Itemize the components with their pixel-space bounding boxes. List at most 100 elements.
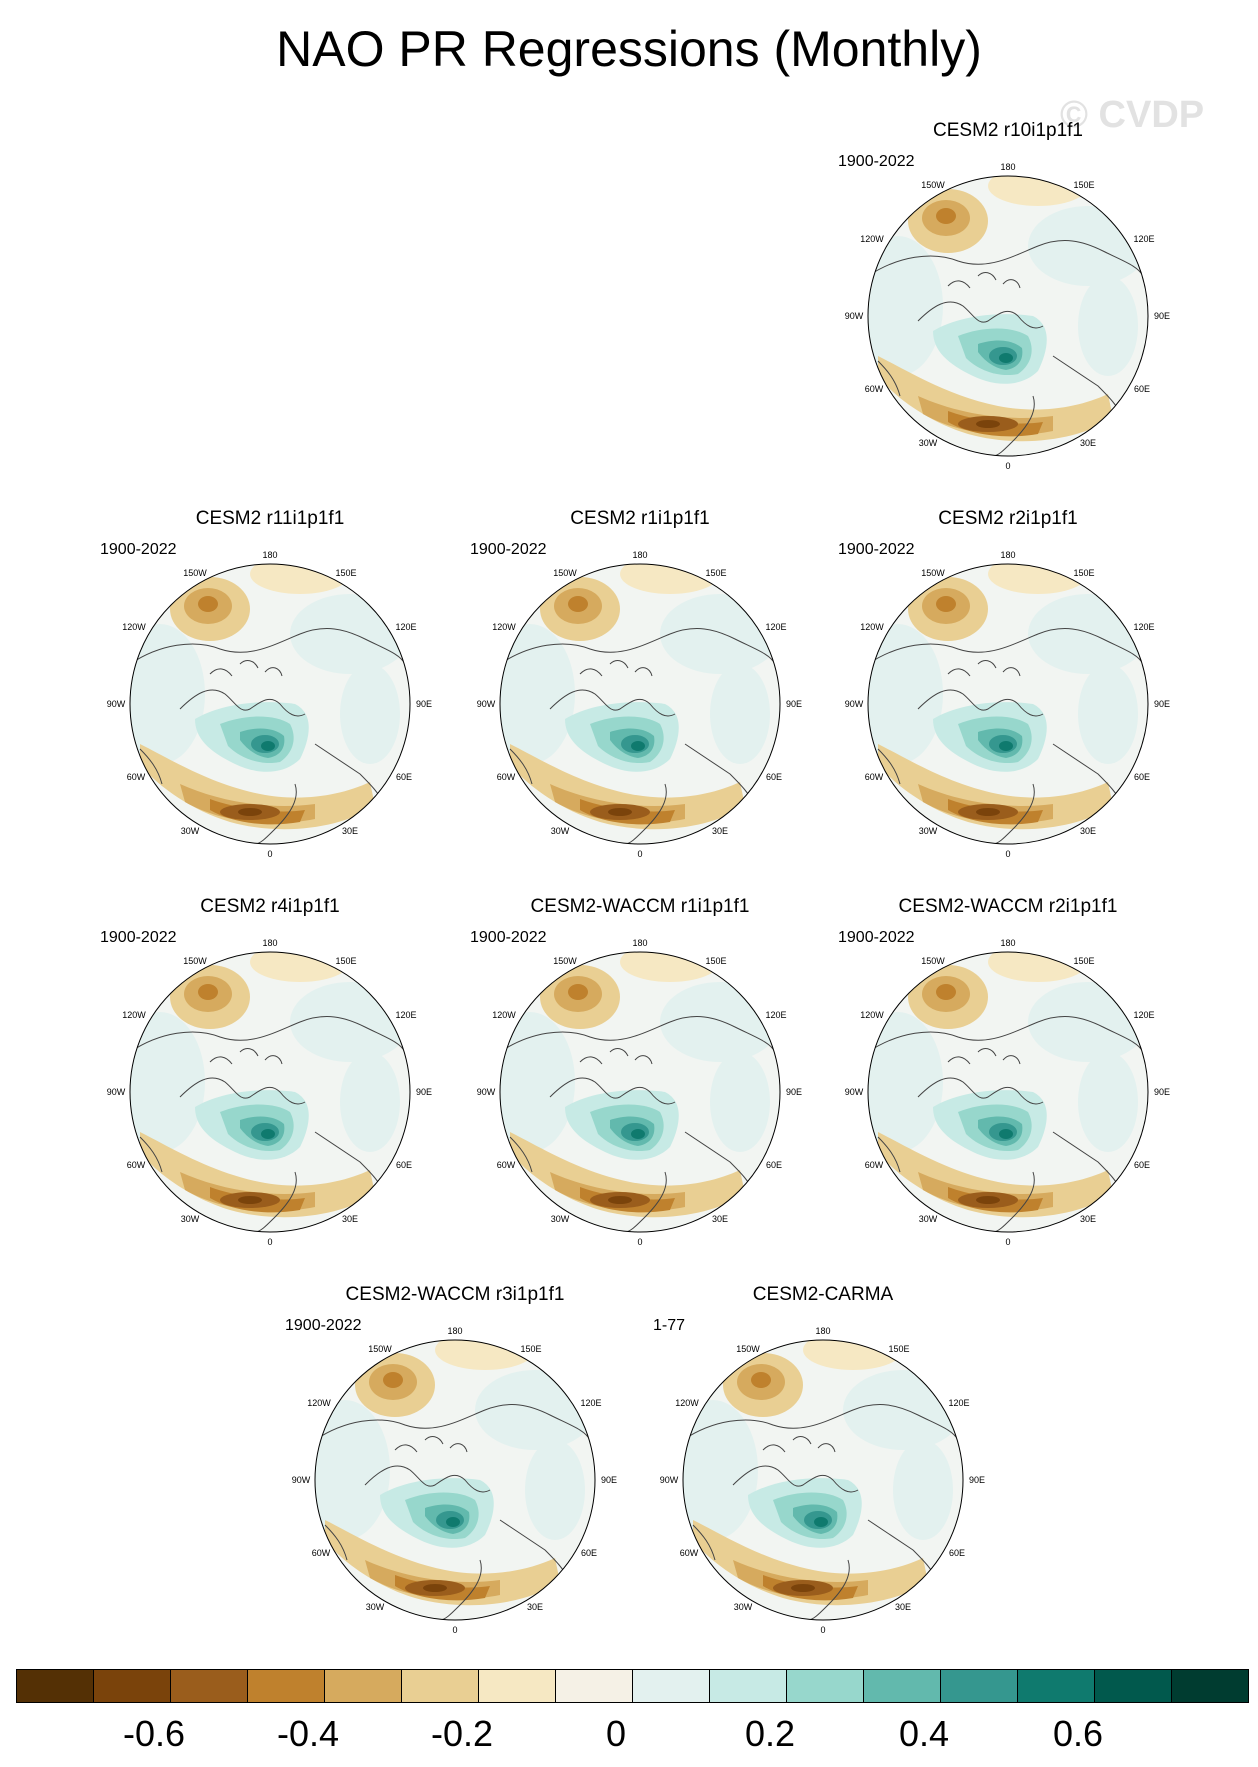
panel-period: 1900-2022 (100, 929, 177, 946)
panel-period: 1900-2022 (285, 1317, 362, 1334)
lon-label-150w: 150W (553, 568, 577, 578)
panel-title: CESM2-WACCM r3i1p1f1 (345, 1284, 565, 1305)
lon-label-90e: 90E (416, 1087, 432, 1097)
map-panel-5: CESM2 r4i1p1f1 1900-2022 (100, 896, 440, 1276)
lon-label-60w: 60W (497, 772, 516, 782)
lon-label-150e: 150E (705, 568, 726, 578)
colorbar-tick-label: 0.4 (898, 1713, 950, 1754)
lon-label-0: 0 (1005, 1237, 1010, 1247)
map-panel-1: CESM2 r10i1p1f1 1900-2022 (838, 120, 1178, 500)
lon-label-120e: 120E (765, 1010, 786, 1020)
colorbar-box (170, 1669, 248, 1703)
lon-label-30w: 30W (551, 826, 570, 836)
lon-label-120w: 120W (492, 1010, 516, 1020)
colorbar-box (632, 1669, 710, 1703)
lon-label-90w: 90W (477, 699, 496, 709)
lon-label-90w: 90W (845, 1087, 864, 1097)
map-panel-9: CESM2-CARMA 1-77 (653, 1284, 993, 1664)
lon-label-180: 180 (262, 938, 277, 948)
lon-label-120w: 120W (307, 1398, 331, 1408)
lon-label-60e: 60E (766, 772, 782, 782)
lon-label-90e: 90E (416, 699, 432, 709)
colorbar-tick-label: 0 (605, 1713, 627, 1754)
lon-label-120w: 120W (122, 1010, 146, 1020)
lon-label-60e: 60E (1134, 1160, 1150, 1170)
panel-period: 1900-2022 (470, 929, 547, 946)
panel-period: 1900-2022 (470, 541, 547, 558)
lon-label-0: 0 (637, 849, 642, 859)
lon-label-30w: 30W (919, 1214, 938, 1224)
lon-label-60e: 60E (766, 1160, 782, 1170)
lon-label-90e: 90E (786, 1087, 802, 1097)
lon-label-60w: 60W (865, 384, 884, 394)
lon-label-150w: 150W (921, 568, 945, 578)
lon-label-60w: 60W (865, 772, 884, 782)
colorbar-tick-label: -0.4 (276, 1713, 340, 1754)
lon-label-60e: 60E (396, 772, 412, 782)
lon-label-90w: 90W (292, 1475, 311, 1485)
lon-label-150e: 150E (705, 956, 726, 966)
lon-label-30w: 30W (366, 1602, 385, 1612)
lon-label-120e: 120E (948, 1398, 969, 1408)
lon-label-90w: 90W (660, 1475, 679, 1485)
lon-label-180: 180 (632, 938, 647, 948)
panel-title: CESM2 r2i1p1f1 (938, 508, 1078, 529)
lon-label-30w: 30W (919, 438, 938, 448)
lon-label-150e: 150E (888, 1344, 909, 1354)
panel-title: CESM2-WACCM r1i1p1f1 (530, 896, 750, 917)
lon-label-90e: 90E (1154, 311, 1170, 321)
colorbar-box (16, 1669, 94, 1703)
lon-label-0: 0 (1005, 461, 1010, 471)
lon-label-60e: 60E (396, 1160, 412, 1170)
lon-label-30w: 30W (734, 1602, 753, 1612)
lon-label-60w: 60W (865, 1160, 884, 1170)
lon-label-150e: 150E (335, 956, 356, 966)
colorbar-box (940, 1669, 1018, 1703)
lon-label-180: 180 (262, 550, 277, 560)
panel-title: CESM2 r10i1p1f1 (933, 120, 1083, 141)
lon-label-150w: 150W (368, 1344, 392, 1354)
colorbar-box (247, 1669, 325, 1703)
polar-map: 180 0 150W 120W 90W 60W 30W 150E 120E 90… (845, 550, 1170, 859)
colorbar-box (401, 1669, 479, 1703)
lon-label-150w: 150W (553, 956, 577, 966)
colorbar-tick-label: -0.2 (430, 1713, 494, 1754)
lon-label-150w: 150W (183, 956, 207, 966)
colorbar-box (1017, 1669, 1095, 1703)
coastlines (130, 1016, 406, 1232)
coastlines (500, 1016, 776, 1232)
colorbar-box (786, 1669, 864, 1703)
lon-label-30w: 30W (551, 1214, 570, 1224)
lon-label-120w: 120W (860, 234, 884, 244)
lon-label-120e: 120E (1133, 234, 1154, 244)
lon-label-180: 180 (632, 550, 647, 560)
panel-period: 1-77 (653, 1317, 686, 1334)
lon-label-90e: 90E (1154, 1087, 1170, 1097)
colorbar (16, 1669, 1249, 1703)
lon-label-60w: 60W (127, 772, 146, 782)
lon-label-30e: 30E (1080, 826, 1096, 836)
colorbar-box (478, 1669, 556, 1703)
lon-label-120e: 120E (1133, 1010, 1154, 1020)
polar-map: 180 0 150W 120W 90W 60W 30W 150E 120E 90… (292, 1326, 617, 1635)
lon-label-90w: 90W (477, 1087, 496, 1097)
colorbar-tick-label: 0.2 (744, 1713, 796, 1754)
lon-label-30e: 30E (342, 1214, 358, 1224)
coastlines (683, 1404, 959, 1620)
map-panel-2: CESM2 r11i1p1f1 1900-2022 (100, 508, 440, 888)
lon-label-60e: 60E (581, 1548, 597, 1558)
colorbar-tick-label: 0.6 (1052, 1713, 1104, 1754)
panel-title: CESM2 r11i1p1f1 (195, 508, 345, 529)
lon-label-90e: 90E (1154, 699, 1170, 709)
lon-label-90e: 90E (601, 1475, 617, 1485)
lon-label-60w: 60W (312, 1548, 331, 1558)
lon-label-120e: 120E (1133, 622, 1154, 632)
lon-label-150w: 150W (736, 1344, 760, 1354)
lon-label-120w: 120W (860, 622, 884, 632)
lon-label-90w: 90W (107, 699, 126, 709)
panel-title: CESM2 r1i1p1f1 (570, 508, 710, 529)
lon-label-60w: 60W (497, 1160, 516, 1170)
lon-label-30e: 30E (342, 826, 358, 836)
map-panel-4: CESM2 r2i1p1f1 1900-2022 (838, 508, 1178, 888)
lon-label-120w: 120W (675, 1398, 699, 1408)
